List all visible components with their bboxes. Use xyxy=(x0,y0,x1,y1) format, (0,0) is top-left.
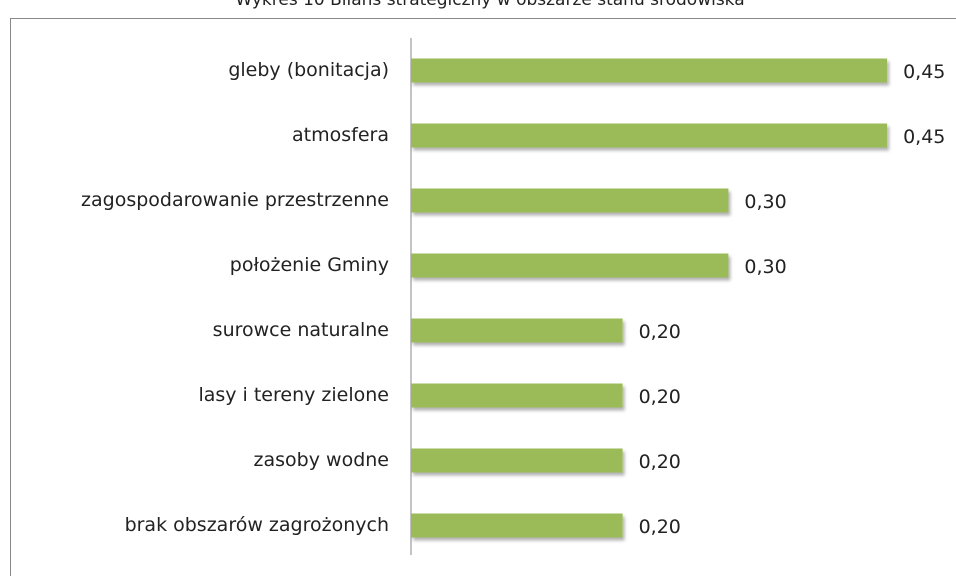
category-label: atmosfera xyxy=(292,124,389,146)
bar xyxy=(411,513,623,538)
category-label: zagospodarowanie przestrzenne xyxy=(81,189,389,211)
bar xyxy=(411,448,623,473)
value-label: 0,45 xyxy=(903,126,945,148)
bar xyxy=(411,188,729,213)
category-label: brak obszarów zagrożonych xyxy=(125,514,389,536)
value-label: 0,20 xyxy=(639,386,681,408)
bar xyxy=(411,253,729,278)
value-label: 0,20 xyxy=(639,516,681,538)
bar xyxy=(411,383,623,408)
value-label: 0,30 xyxy=(744,256,786,278)
category-label: gleby (bonitacja) xyxy=(228,59,389,81)
chart-frame xyxy=(10,18,956,576)
category-label: położenie Gminy xyxy=(230,254,389,276)
category-label: lasy i tereny zielone xyxy=(198,384,389,406)
bar xyxy=(411,123,888,148)
category-label: zasoby wodne xyxy=(254,449,389,471)
value-label: 0,20 xyxy=(639,321,681,343)
value-label: 0,45 xyxy=(903,61,945,83)
value-label: 0,20 xyxy=(639,451,681,473)
chart-title: Wykres 10 Bilans strategiczny w obszarze… xyxy=(235,0,744,10)
bar xyxy=(411,58,888,83)
category-label: surowce naturalne xyxy=(213,319,389,341)
value-label: 0,30 xyxy=(744,191,786,213)
bar xyxy=(411,318,623,343)
